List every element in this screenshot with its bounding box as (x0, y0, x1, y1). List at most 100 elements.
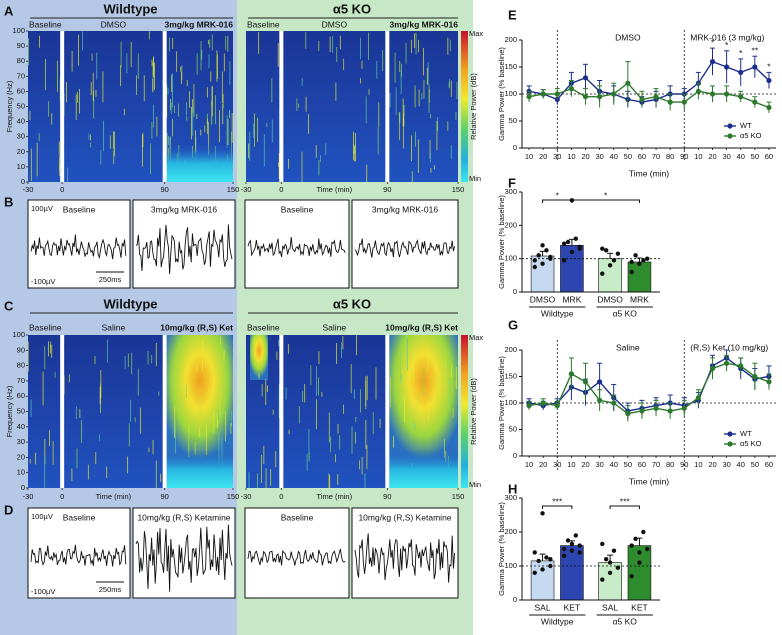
data-point (724, 360, 730, 366)
data-point (625, 80, 631, 86)
significance: * (556, 190, 560, 200)
series-line (528, 362, 770, 415)
injection-gap (279, 31, 284, 182)
colorbar-min: Min (469, 174, 481, 183)
data-point (600, 541, 605, 547)
x-tick-label: -30 (23, 185, 34, 194)
eeg-trace (247, 237, 346, 257)
x-axis-label: Time (min) (96, 492, 132, 501)
data-point (582, 94, 589, 100)
y-tick-label: 40 (17, 117, 25, 126)
x-tick-label: 90 (680, 152, 688, 161)
data-point (629, 269, 634, 275)
data-point (526, 403, 532, 409)
scale-label: 100µV (31, 204, 53, 213)
data-point (639, 96, 645, 102)
trace-label: Baseline (281, 204, 314, 214)
annotation: MRK-016 (3 mg/kg) (690, 32, 764, 42)
injection-gap (385, 335, 390, 488)
legend-marker (727, 441, 733, 447)
data-point (600, 246, 605, 251)
y-tick-label: 150 (504, 371, 517, 380)
bar (627, 261, 652, 293)
condition-label: 10mg/kg (R,S) Ket (385, 322, 458, 332)
data-point (532, 550, 537, 555)
trace-box (351, 507, 459, 599)
data-point (573, 533, 579, 538)
x-tick-label: 0 (279, 185, 283, 194)
data-point (607, 570, 613, 575)
data-point (569, 541, 575, 547)
scale-label: -100µV (31, 587, 55, 596)
data-point (532, 570, 537, 575)
injection-gap (162, 31, 167, 182)
data-point (709, 59, 716, 65)
y-tick-label: 150 (504, 62, 517, 71)
y-tick-label: 100 (504, 254, 517, 263)
significance: ** (752, 45, 759, 55)
x-tick-label: 10 (567, 460, 575, 469)
x-tick-label: 50 (624, 460, 632, 469)
data-point (629, 574, 634, 579)
trace-label: Baseline (63, 512, 96, 522)
y-tick-label: 0 (513, 595, 517, 604)
spectrogram-band (389, 450, 458, 488)
y-tick-label: 50 (17, 406, 25, 415)
x-tick-label: 30 (722, 460, 730, 469)
x-tick-label: MRK (630, 294, 649, 304)
x-tick-label: 0 (60, 185, 64, 194)
y-tick-label: 50 (509, 424, 517, 433)
x-tick-label: 30 (595, 152, 603, 161)
legend-label: α5 KO (740, 131, 762, 140)
x-tick-label: 10 (694, 152, 702, 161)
data-point (597, 397, 603, 403)
data-point (540, 567, 545, 572)
significance-bracket (542, 199, 573, 203)
significance: * (725, 40, 729, 50)
trace-label: 10mg/kg (R,S) Ketamine (358, 512, 451, 522)
data-point (667, 408, 673, 414)
x-tick-label: DMSO (597, 294, 623, 304)
data-point (597, 379, 603, 385)
condition-label: DMSO (322, 19, 348, 29)
eeg-trace (247, 548, 346, 566)
eeg-trace (135, 224, 233, 274)
data-point (667, 99, 673, 105)
annotation: DMSO (615, 32, 641, 42)
y-tick-label: 10 (17, 468, 25, 477)
data-point (548, 557, 553, 562)
significance-bracket (609, 505, 640, 509)
data-point (639, 408, 645, 414)
scale-label: 100µV (31, 512, 53, 521)
group-label: α5 KO (613, 308, 638, 318)
data-point (738, 363, 744, 369)
condition-label: DMSO (101, 19, 127, 29)
data-point (681, 99, 687, 105)
y-tick-label: 50 (509, 116, 517, 125)
colorbar-label: Relative Power (dB) (469, 73, 478, 140)
x-tick-label: 150 (452, 492, 465, 501)
data-point (573, 236, 579, 241)
x-tick-label: 60 (638, 152, 646, 161)
y-tick-label: 20 (17, 147, 25, 156)
data-point (540, 91, 546, 97)
x-tick-label: 20 (708, 152, 716, 161)
y-tick-label: 0 (21, 177, 25, 186)
data-point (615, 251, 621, 256)
data-point (766, 104, 772, 111)
x-tick-label: 90 (160, 492, 168, 501)
x-tick-label: 40 (737, 152, 745, 161)
data-point (607, 560, 613, 565)
data-point (709, 365, 716, 372)
x-tick-label: 150 (452, 185, 465, 194)
trace-box (244, 507, 350, 599)
y-tick-label: 10 (17, 162, 25, 171)
data-point (568, 86, 574, 92)
condition-label: Baseline (29, 322, 62, 332)
group-label: Wildtype (541, 308, 574, 318)
colorbar (461, 335, 468, 488)
eeg-trace (354, 533, 456, 583)
data-point (554, 91, 560, 97)
condition-label: Saline (102, 322, 126, 332)
y-axis-label: Frequency (Hz) (5, 80, 14, 132)
